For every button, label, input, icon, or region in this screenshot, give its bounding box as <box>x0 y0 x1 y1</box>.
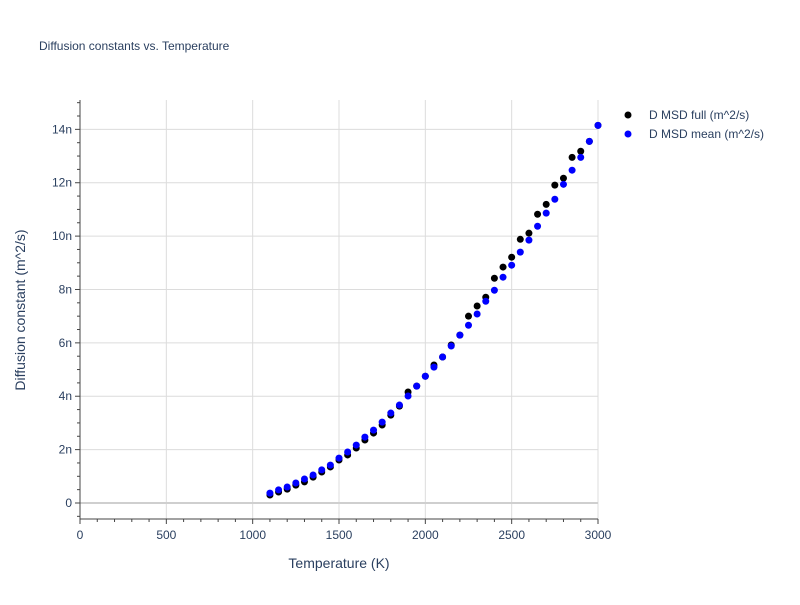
data-point-mean <box>404 392 412 400</box>
data-point-full <box>499 263 507 271</box>
data-point-full <box>568 153 576 161</box>
data-point-mean <box>585 137 593 145</box>
data-point-mean <box>421 372 429 380</box>
data-point-mean <box>516 248 524 256</box>
chart-title: Diffusion constants vs. Temperature <box>39 39 230 53</box>
y-tick-label: 4n <box>59 389 72 403</box>
data-point-mean <box>361 433 369 441</box>
data-point-mean <box>413 382 421 390</box>
y-tick-label: 12n <box>52 176 72 190</box>
gridlines <box>80 100 599 519</box>
data-point-full <box>525 229 533 237</box>
x-tick-label: 1000 <box>239 528 266 542</box>
y-tick-label: 2n <box>59 443 72 457</box>
y-axis-label: Diffusion constant (m^2/s) <box>12 229 28 390</box>
data-point-mean <box>352 441 360 449</box>
data-point-full <box>465 312 472 320</box>
data-point-full <box>534 210 542 218</box>
legend-label-full: D MSD full (m^2/s) <box>649 108 749 122</box>
data-point-mean <box>551 195 559 203</box>
data-point-full <box>516 235 524 243</box>
data-point-mean <box>473 310 481 318</box>
data-point-mean <box>594 121 602 129</box>
data-point-mean <box>465 321 472 329</box>
data-point-mean <box>318 466 326 474</box>
data-point-mean <box>568 166 576 174</box>
data-point-mean <box>499 273 507 281</box>
x-tick-label: 1500 <box>326 528 353 542</box>
data-point-mean <box>335 454 343 462</box>
data-point-mean <box>559 180 567 188</box>
y-tick-label: 0 <box>65 496 72 510</box>
data-point-mean <box>387 409 395 417</box>
legend-item-mean[interactable]: D MSD mean (m^2/s) <box>624 127 764 141</box>
data-point-mean <box>378 418 386 426</box>
data-point-mean <box>534 222 542 230</box>
data-point-mean <box>395 401 403 409</box>
data-point-mean <box>525 236 533 244</box>
data-points <box>266 121 602 499</box>
data-point-full <box>577 147 585 155</box>
data-point-full <box>473 302 481 310</box>
data-point-mean <box>430 363 438 371</box>
data-point-mean <box>490 286 498 294</box>
x-tick-label: 2500 <box>498 528 525 542</box>
data-point-full <box>559 174 567 182</box>
data-point-mean <box>283 483 291 491</box>
y-tick-label: 6n <box>59 336 72 350</box>
data-point-mean <box>309 471 317 479</box>
data-point-full <box>508 253 516 261</box>
data-point-mean <box>508 261 516 269</box>
x-axis-label: Temperature (K) <box>288 555 389 571</box>
data-point-full <box>490 274 498 282</box>
legend-marker-mean <box>624 130 632 138</box>
data-point-full <box>542 200 550 208</box>
x-tick-label: 2000 <box>412 528 439 542</box>
data-point-mean <box>370 426 378 434</box>
data-point-mean <box>326 461 334 469</box>
data-point-mean <box>439 353 447 361</box>
data-point-mean <box>456 331 464 339</box>
legend-label-mean: D MSD mean (m^2/s) <box>649 127 764 141</box>
legend[interactable]: D MSD full (m^2/s) D MSD mean (m^2/s) <box>624 108 764 141</box>
x-tick-label: 3000 <box>585 528 612 542</box>
legend-item-full[interactable]: D MSD full (m^2/s) <box>624 108 750 122</box>
y-tick-label: 8n <box>59 282 72 296</box>
data-point-mean <box>266 489 274 497</box>
data-point-mean <box>300 475 308 483</box>
legend-marker-full <box>624 111 632 119</box>
data-point-full <box>551 181 559 189</box>
data-point-mean <box>292 479 300 487</box>
y-tick-label: 10n <box>52 229 72 243</box>
axes: 0 500 1000 1500 2000 2500 3000 0 2n 4n 6n 8n 10n 12n 1… <box>52 100 612 542</box>
data-point-mean <box>447 342 455 350</box>
data-point-mean <box>542 209 550 217</box>
data-point-mean <box>275 486 283 494</box>
data-point-mean <box>577 153 585 161</box>
x-tick-label: 0 <box>77 528 84 542</box>
data-point-mean <box>344 448 352 456</box>
y-tick-label: 14n <box>52 122 72 136</box>
x-tick-label: 500 <box>156 528 176 542</box>
data-point-mean <box>482 297 490 305</box>
